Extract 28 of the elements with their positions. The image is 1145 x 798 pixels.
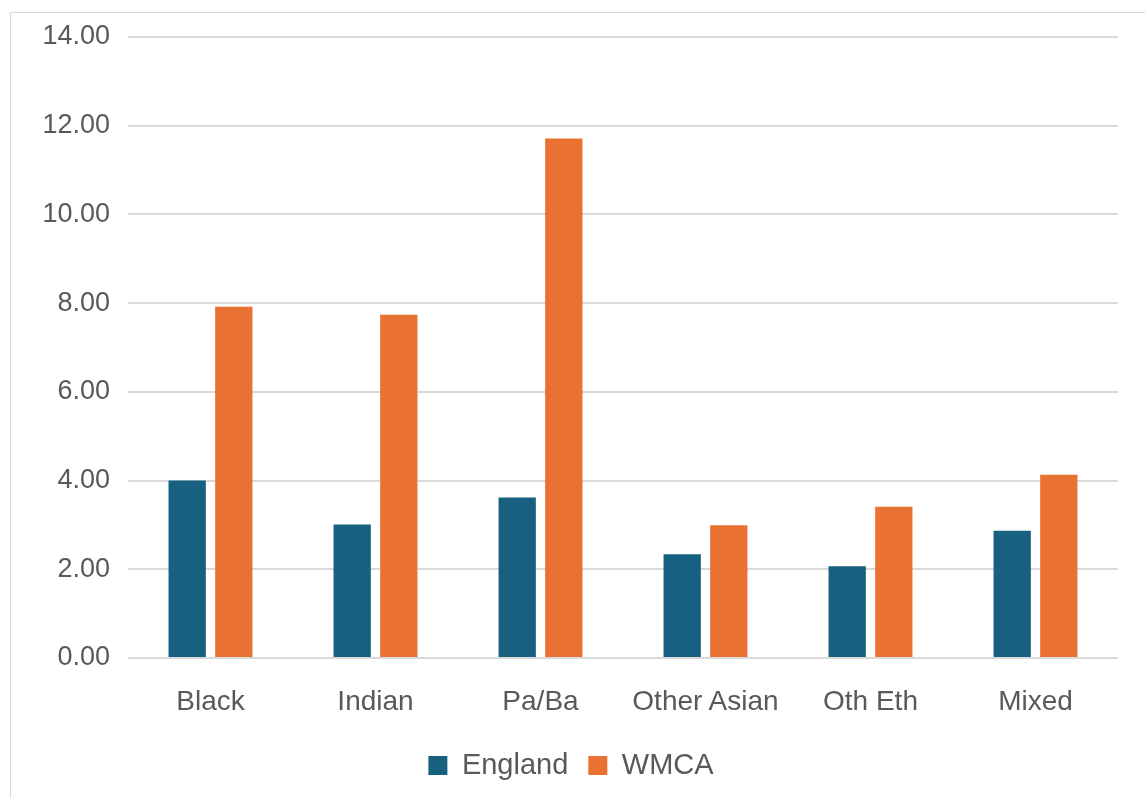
x-tick-label: Indian <box>337 684 414 716</box>
y-tick-label: 2.00 <box>57 552 110 583</box>
x-tick-label: Other Asian <box>632 684 779 716</box>
x-tick-label: Pa/Ba <box>502 684 580 716</box>
bar <box>168 480 206 657</box>
bar <box>545 138 583 657</box>
y-tick-label: 0.00 <box>57 641 110 672</box>
bar <box>498 497 536 657</box>
y-tick-label: 12.00 <box>42 109 110 140</box>
x-tick-label: Mixed <box>998 684 1073 716</box>
bar <box>215 306 253 657</box>
bar <box>663 554 701 657</box>
y-tick-label: 8.00 <box>57 286 110 317</box>
bar <box>1040 474 1078 657</box>
bar <box>875 506 913 657</box>
bar <box>993 530 1031 657</box>
bar <box>710 525 748 657</box>
bar <box>828 566 866 657</box>
y-tick-label: 10.00 <box>42 197 110 228</box>
y-tick-label: 14.00 <box>42 20 110 51</box>
y-tick-label: 6.00 <box>57 375 110 406</box>
x-tick-label: Oth Eth <box>823 684 918 716</box>
bar <box>333 524 371 657</box>
x-tick-label: Black <box>176 684 246 716</box>
legend-label: WMCA <box>621 747 715 780</box>
bar <box>380 314 418 657</box>
y-tick-label: 4.00 <box>57 464 110 495</box>
legend-label: England <box>461 747 569 780</box>
